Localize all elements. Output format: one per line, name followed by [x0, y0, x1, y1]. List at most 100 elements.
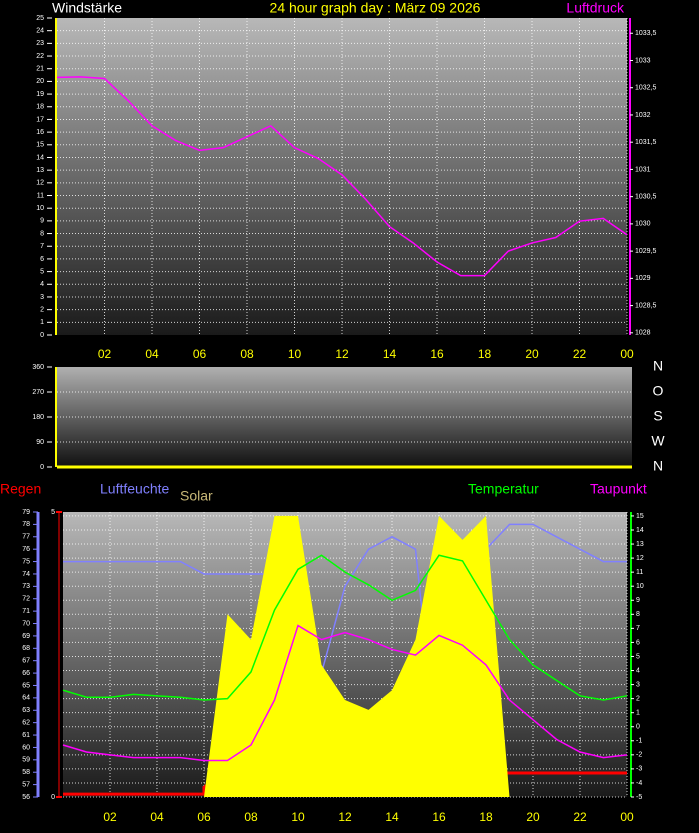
direction-label: W	[651, 433, 665, 449]
y-tick-label: 24	[36, 28, 44, 35]
rain-step	[180, 786, 206, 796]
x-tick-label: 16	[430, 347, 444, 361]
y2-tick-label: 10	[636, 583, 644, 590]
marks: 0123456789101112131415161718192021222324…	[22, 15, 665, 824]
y2-tick-label: -4	[636, 780, 642, 787]
y2-tick-label: 1030	[635, 221, 651, 228]
legend-label: Luftfeuchte	[100, 481, 169, 497]
y-tick-label: 3	[40, 294, 44, 301]
x-tick-label: 22	[573, 347, 587, 361]
x-tick-label: 10	[288, 347, 302, 361]
x-tick-label: 20	[525, 347, 539, 361]
y2-tick-label: 1030,5	[635, 193, 657, 200]
x-tick-label: 14	[383, 347, 397, 361]
x-tick-label: 10	[291, 810, 305, 824]
y2-tick-label: 15	[636, 513, 644, 520]
y2-tick-label: 1029,5	[635, 248, 657, 255]
series-line	[62, 554, 628, 701]
y-tick-label: 14	[36, 154, 44, 161]
y-tick-label: 2	[40, 306, 44, 313]
y-tick-label: 63	[22, 707, 30, 714]
y-tick-label: 20	[36, 78, 44, 85]
y-tick-label: 64	[22, 695, 30, 702]
y2-tick-label: -1	[636, 738, 642, 745]
y-tick-label: 60	[22, 744, 30, 751]
y2-tick-label: 1029	[635, 275, 651, 282]
y-tick-label: 68	[22, 645, 30, 652]
y-tick-label: 0	[40, 464, 44, 471]
y-tick-label: 74	[22, 571, 30, 578]
y-tick-label: 72	[22, 596, 30, 603]
y-tick-label: 7	[40, 243, 44, 250]
x-tick-label: 08	[244, 810, 258, 824]
x-tick-label: 02	[103, 810, 117, 824]
y-tick-label: 23	[36, 40, 44, 47]
y2-tick-label: 8	[636, 611, 640, 618]
solar-area	[63, 515, 627, 797]
y-tick-label: 19	[36, 91, 44, 98]
legend-label: Taupunkt	[590, 481, 647, 497]
y-tick-label: 16	[36, 129, 44, 136]
series-line	[56, 76, 628, 277]
y-tick-label: 17	[36, 116, 44, 123]
y2-tick-label: 13	[636, 541, 644, 548]
y-tick-label: 18	[36, 104, 44, 111]
x-tick-label: 14	[385, 810, 399, 824]
y2-tick-label: 5	[636, 653, 640, 660]
y-tick-label: 1	[40, 319, 44, 326]
plot-bg	[57, 367, 632, 467]
y-tick-label: 65	[22, 682, 30, 689]
y-tick-label: 9	[40, 218, 44, 225]
y-tick-label: 0	[40, 332, 44, 339]
x-tick-label: 00	[620, 347, 634, 361]
y2-tick-label: 11	[636, 569, 643, 576]
y2-tick-label: 1031	[635, 166, 651, 173]
y2-tick-label: -3	[636, 766, 642, 773]
x-tick-label: 12	[338, 810, 352, 824]
x-tick-label: 16	[432, 810, 446, 824]
y3-tick-label: 0	[51, 794, 55, 801]
y-tick-label: 78	[22, 521, 30, 528]
y2-tick-label: 0	[636, 724, 640, 731]
y2-tick-label: 1033,5	[635, 30, 657, 37]
y-tick-label: 67	[22, 658, 30, 665]
y2-tick-label: 1032,5	[635, 85, 657, 92]
x-tick-label: 04	[150, 810, 164, 824]
y2-tick-label: 1031,5	[635, 139, 657, 146]
x-tick-label: 18	[479, 810, 493, 824]
x-tick-label: 06	[197, 810, 211, 824]
y-tick-label: 8	[40, 230, 44, 237]
y-tick-label: 62	[22, 719, 30, 726]
y-tick-label: 25	[36, 15, 44, 22]
y2-tick-label: 2	[636, 695, 640, 702]
y2-tick-label: 3	[636, 681, 640, 688]
y-tick-label: 360	[32, 364, 44, 371]
y-tick-label: 270	[32, 389, 44, 396]
x-tick-label: 00	[620, 810, 634, 824]
y-tick-label: 73	[22, 583, 30, 590]
y2-tick-label: 1033	[635, 57, 651, 64]
legend-label: Solar	[180, 488, 213, 504]
series-line	[63, 523, 627, 773]
direction-label: N	[653, 458, 663, 474]
series-line	[62, 624, 628, 762]
y-tick-label: 56	[22, 794, 30, 801]
y2-tick-label: 12	[636, 555, 644, 562]
x-tick-label: 20	[526, 810, 540, 824]
y-tick-label: 12	[36, 180, 44, 187]
y-tick-label: 4	[40, 281, 44, 288]
legend-label: Luftdruck	[566, 0, 625, 16]
chart-title: 24 hour graph day : März 09 2026	[270, 0, 481, 16]
direction-label: S	[653, 408, 662, 424]
y2-tick-label: 14	[636, 527, 644, 534]
legend-label: Temperatur	[468, 481, 539, 497]
y-tick-label: 58	[22, 769, 30, 776]
x-tick-label: 02	[98, 347, 112, 361]
y-tick-label: 10	[36, 205, 44, 212]
y-tick-label: 21	[36, 66, 44, 73]
y2-tick-label: 9	[636, 597, 640, 604]
y-tick-label: 76	[22, 546, 30, 553]
x-tick-label: 04	[145, 347, 159, 361]
y-tick-label: 75	[22, 558, 30, 565]
